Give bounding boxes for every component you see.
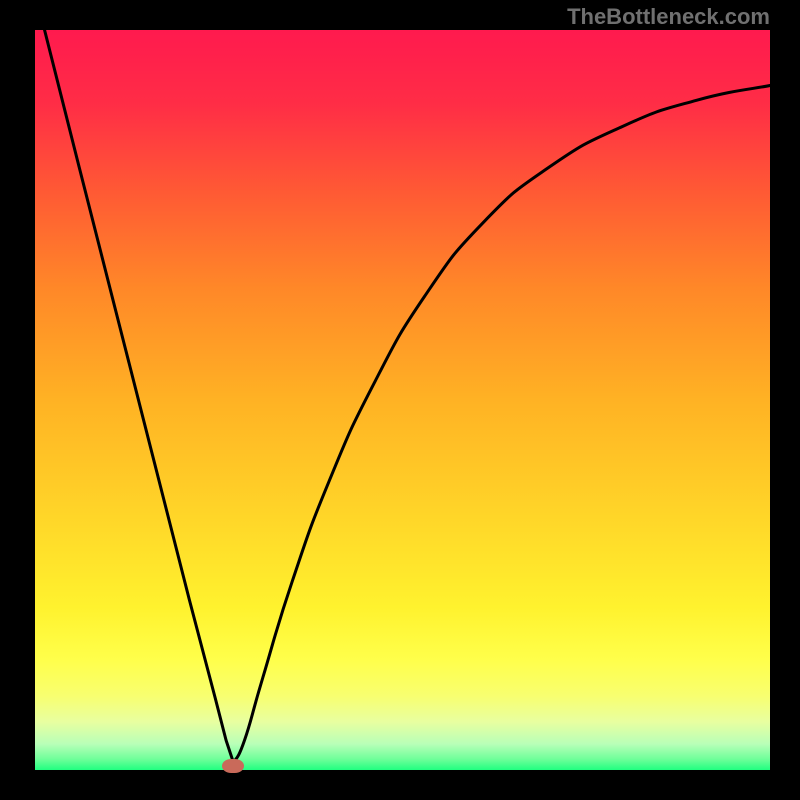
watermark-text: TheBottleneck.com — [567, 4, 770, 30]
min-marker — [222, 759, 244, 773]
plot-area — [35, 30, 770, 770]
chart-container: TheBottleneck.com — [0, 0, 800, 800]
